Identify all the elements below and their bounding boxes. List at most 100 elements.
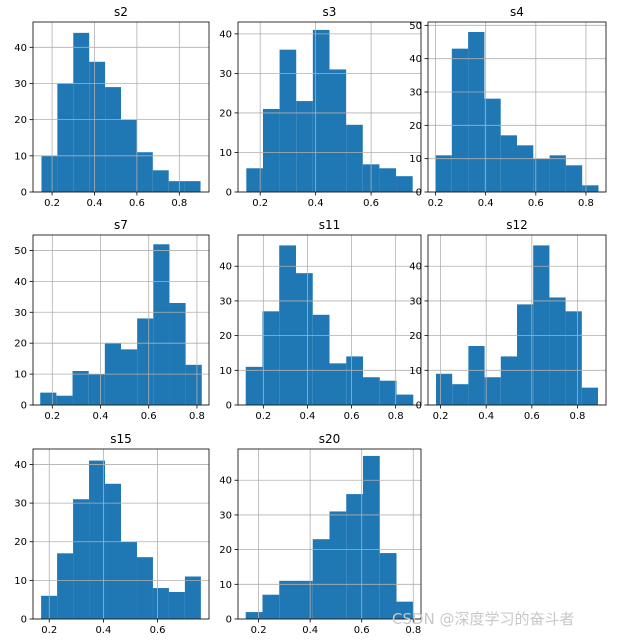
y-tick-label: 10: [409, 154, 422, 165]
axes-frame: [427, 234, 607, 406]
y-tick-label: 30: [409, 296, 422, 307]
y-tick-label: 40: [409, 54, 422, 65]
subplot-title: s4: [510, 5, 524, 19]
histogram-bar: [363, 377, 380, 405]
histogram-bar: [136, 557, 153, 619]
histogram-bar: [565, 165, 583, 192]
histogram-bar: [379, 380, 397, 405]
x-tick-label: 0.8: [388, 411, 404, 422]
y-tick-label: 40: [219, 476, 232, 487]
histogram-bar: [57, 83, 74, 192]
histogram-bar: [500, 135, 517, 192]
histogram-bar: [517, 304, 534, 405]
y-tick-label: 0: [21, 401, 27, 412]
y-tick-label: 0: [226, 401, 232, 412]
histogram-bar: [517, 145, 534, 192]
histogram-bar: [396, 176, 413, 192]
histogram-bar: [73, 32, 90, 193]
y-tick-label: 30: [219, 296, 232, 307]
histogram-bar: [346, 356, 364, 405]
x-tick-label: 0.6: [354, 625, 370, 636]
x-tick-label: 0.4: [95, 625, 111, 636]
subplot-title: s7: [114, 218, 128, 232]
y-tick-label: 40: [219, 262, 232, 273]
histogram-bar: [396, 394, 414, 405]
histogram-bar: [500, 356, 517, 405]
histogram-bar: [346, 124, 363, 192]
y-tick-label: 20: [409, 331, 422, 342]
y-tick-label: 10: [14, 370, 27, 381]
y-tick-label: 10: [14, 151, 27, 162]
subplot-s12: 0.2 0.4 0.6 0.8 0 10 20 30 40 s12: [409, 218, 607, 422]
x-tick-label: 0.6: [141, 411, 157, 422]
x-tick-label: 0.2: [251, 625, 267, 636]
histogram-bar: [565, 311, 582, 405]
x-tick-label: 0.2: [433, 411, 449, 422]
y-tick-label: 0: [416, 401, 422, 412]
x-tick-label: 0.4: [302, 625, 318, 636]
histogram-bar: [452, 384, 469, 405]
histogram-bar: [245, 612, 263, 619]
histogram-bar: [581, 387, 599, 405]
histogram-bar: [295, 580, 313, 619]
x-tick-label: 0.4: [93, 411, 109, 422]
histogram-bar: [136, 152, 153, 192]
y-tick-label: 20: [219, 108, 232, 119]
histogram-bar: [73, 499, 90, 619]
y-tick-label: 10: [219, 580, 232, 591]
subplot-title: s11: [319, 218, 341, 232]
x-tick-label: 0.4: [478, 198, 494, 209]
subplot-s3: 0.2 0.4 0.6 0 10 20 30 40 s3: [219, 5, 422, 209]
histogram-bar: [468, 346, 485, 405]
histogram-bar: [435, 373, 453, 405]
histogram-bar: [468, 32, 485, 192]
x-tick-label: 0.4: [87, 198, 103, 209]
watermark-text: CSDN @深度学习的奋斗者: [392, 610, 575, 628]
axes-frame: [237, 21, 422, 193]
histogram-bar: [451, 48, 469, 192]
y-tick-label: 10: [409, 366, 422, 377]
y-tick-label: 20: [14, 537, 27, 548]
histogram-bar: [168, 591, 185, 619]
x-tick-label: 0.4: [308, 198, 324, 209]
y-tick-label: 30: [409, 88, 422, 99]
histogram-bar: [245, 366, 263, 405]
x-tick-label: 0.6: [363, 198, 379, 209]
subplot-title: s12: [506, 218, 528, 232]
histogram-bar: [346, 494, 364, 619]
x-tick-label: 0.2: [255, 411, 271, 422]
histogram-bar: [153, 244, 170, 405]
y-tick-label: 20: [219, 545, 232, 556]
histogram-bar: [105, 483, 121, 619]
x-tick-label: 0.6: [150, 625, 166, 636]
x-tick-label: 0.6: [129, 198, 145, 209]
y-tick-label: 30: [219, 510, 232, 521]
histogram-bar: [312, 539, 330, 619]
y-tick-label: 20: [219, 331, 232, 342]
subplot-s20: 0.2 0.4 0.6 0.8 0 10 20 30 40 s20: [219, 432, 422, 636]
histogram-bar: [379, 553, 397, 619]
histogram-bar: [312, 314, 330, 405]
y-tick-label: 0: [226, 188, 232, 199]
histogram-bar: [40, 392, 57, 405]
x-tick-label: 0.8: [570, 411, 586, 422]
histogram-bar: [379, 168, 397, 192]
x-tick-label: 0.6: [524, 411, 540, 422]
histogram-bar: [89, 460, 106, 619]
histogram-bar: [41, 155, 58, 192]
axes-frame: [32, 234, 210, 406]
subplot-title: s15: [110, 432, 132, 446]
histogram-bar: [152, 588, 169, 619]
histogram-bar: [246, 168, 263, 192]
subplot-title: s3: [323, 5, 337, 19]
histogram-bar: [89, 61, 106, 193]
histogram-bar: [88, 374, 105, 405]
histogram-bar: [121, 349, 138, 405]
histogram-bar: [105, 87, 121, 192]
y-tick-label: 50: [14, 246, 27, 257]
histogram-bar: [137, 318, 154, 405]
x-tick-label: 0.8: [189, 411, 205, 422]
x-tick-label: 0.2: [428, 198, 444, 209]
y-tick-label: 30: [14, 499, 27, 510]
